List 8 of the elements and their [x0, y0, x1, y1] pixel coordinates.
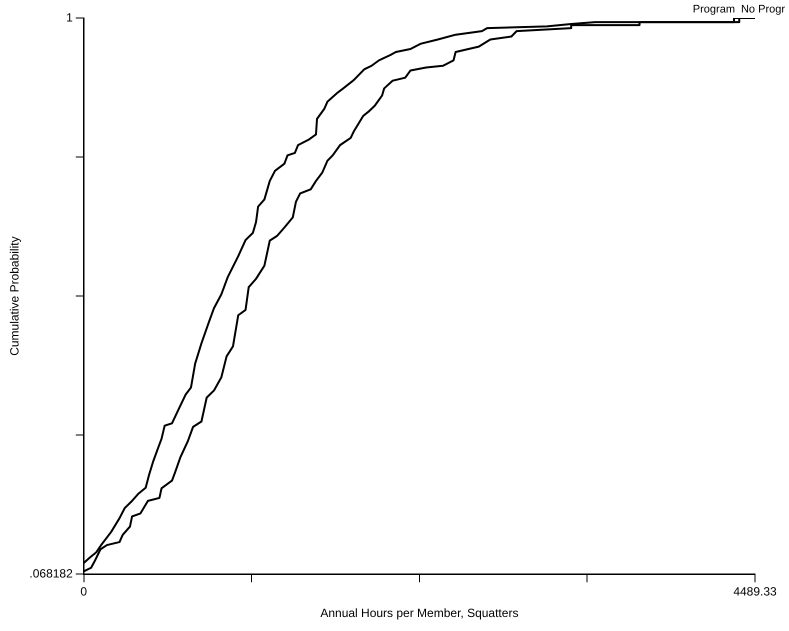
series-label: Program: [692, 4, 735, 16]
y-tick-label: .068182: [29, 566, 74, 581]
series-label: No Progr: [740, 4, 786, 16]
x-axis-title: Annual Hours per Member, Squatters: [320, 606, 518, 620]
y-tick-label: 1: [66, 10, 74, 24]
x-tick-label: 0: [80, 584, 88, 599]
y-axis-title: Cumulative Probability: [8, 236, 22, 356]
x-tick-label: 4489.33: [733, 584, 778, 599]
